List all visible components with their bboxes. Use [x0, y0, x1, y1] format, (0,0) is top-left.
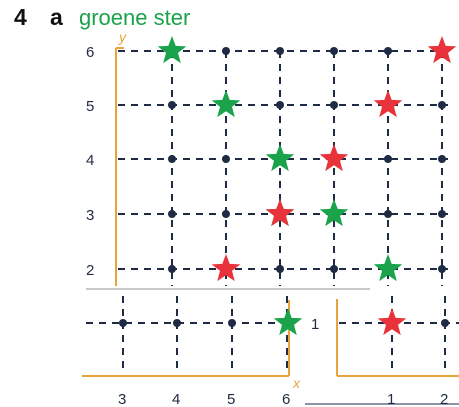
top-grid [118, 50, 448, 286]
red-star [211, 254, 241, 282]
bottom-left-grid [86, 296, 292, 372]
grid-point [276, 101, 284, 109]
grid-point [222, 47, 230, 55]
green-star [319, 199, 349, 227]
y-tick-label: 2 [86, 262, 94, 279]
green-star [265, 144, 295, 172]
green-star [211, 90, 241, 118]
x-tick-label: 4 [172, 391, 180, 407]
red-star [373, 90, 403, 118]
grid-point [438, 265, 446, 273]
top-y-axis-label: y [118, 29, 127, 45]
red-star [265, 199, 295, 227]
bottom-left-grid-points [119, 319, 236, 327]
green-star [273, 308, 303, 336]
x-tick-label: 5 [227, 391, 235, 407]
y-tick-label: 3 [86, 207, 94, 224]
green-star [373, 254, 403, 282]
grid-point [438, 210, 446, 218]
grid-point [168, 265, 176, 273]
grid-point [438, 155, 446, 163]
bottom-right-grid [339, 296, 459, 372]
y-tick-label: 4 [86, 152, 94, 169]
x-tick-label: 6 [282, 391, 290, 407]
x-tick-label: 3 [118, 391, 126, 407]
red-star [377, 308, 407, 336]
grid-point [276, 47, 284, 55]
x-tick-label: 2 [440, 391, 448, 407]
green-star [157, 36, 187, 64]
grid-point [168, 101, 176, 109]
exercise-title: groene ster [79, 5, 191, 30]
stars [157, 36, 457, 336]
grid-point [384, 155, 392, 163]
grid-point [222, 155, 230, 163]
bottom-left-x-labels: 3 4 5 6 [118, 391, 290, 407]
top-y-labels: 2 3 4 5 6 [86, 44, 94, 279]
grid-point [173, 319, 181, 327]
y-tick-label: 6 [86, 44, 94, 61]
bottom-left-x-axis-label: x [292, 375, 301, 391]
exercise-part: a [50, 4, 63, 30]
grid-point [438, 101, 446, 109]
grid-point [168, 155, 176, 163]
grid-point [441, 319, 449, 327]
y-tick-label: 5 [86, 98, 94, 115]
grid-point [276, 265, 284, 273]
grid-point [330, 47, 338, 55]
bottom-right-y-label: 1 [311, 316, 319, 333]
bottom-right-grid-points [441, 319, 449, 327]
red-star [319, 144, 349, 172]
grid-point [228, 319, 236, 327]
x-tick-label: 1 [387, 391, 395, 407]
exercise-number: 4 [14, 4, 27, 30]
grid-point [330, 265, 338, 273]
grid-point [222, 210, 230, 218]
grid-point [384, 47, 392, 55]
grid-point [384, 210, 392, 218]
grid-point [168, 210, 176, 218]
grid-point [119, 319, 127, 327]
red-star [427, 36, 457, 64]
grid-point [330, 101, 338, 109]
